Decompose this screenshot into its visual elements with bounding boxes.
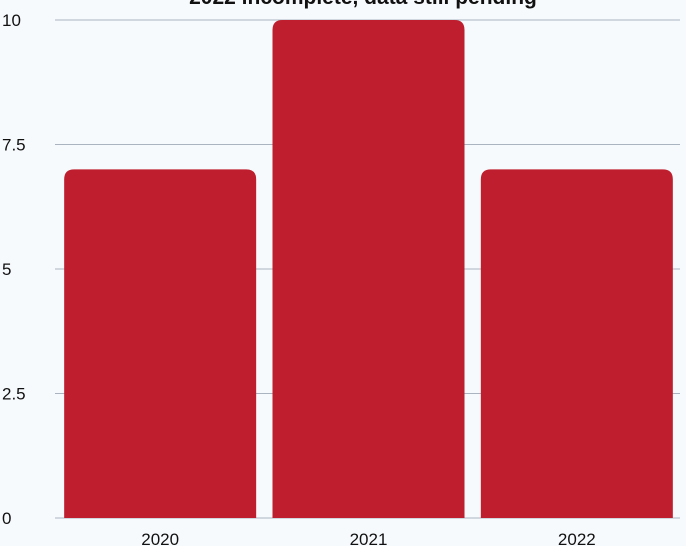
bar-2021 [272, 20, 465, 518]
bar-layer [64, 20, 673, 518]
y-tick-label: 5 [2, 260, 11, 279]
y-tick-label: 7.5 [2, 136, 26, 155]
y-tick-label: 0 [2, 509, 11, 528]
x-tick-label: 2022 [558, 530, 596, 546]
y-tick-label: 2.5 [2, 385, 26, 404]
chart-title: 2022 incomplete, data still pending [189, 0, 537, 9]
x-tick-label: 2020 [141, 530, 179, 546]
axis-layer: 0 2.5 5 7.5 10 2020 2021 2022 [2, 11, 596, 546]
y-tick-label: 10 [2, 11, 21, 30]
bar-2022 [480, 169, 673, 518]
x-tick-label: 2021 [350, 530, 388, 546]
bar-2020 [64, 169, 257, 518]
